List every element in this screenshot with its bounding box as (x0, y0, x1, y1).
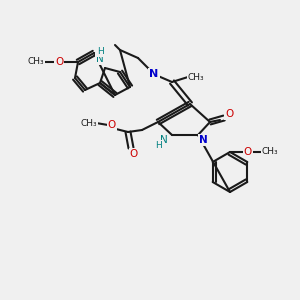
Text: O: O (225, 109, 233, 119)
Text: O: O (55, 57, 63, 67)
Text: O: O (108, 120, 116, 130)
Text: CH₃: CH₃ (188, 73, 204, 82)
Text: CH₃: CH₃ (81, 118, 97, 127)
Text: N: N (160, 135, 168, 145)
Text: H: H (97, 47, 104, 56)
Text: CH₃: CH₃ (262, 148, 278, 157)
Text: N: N (199, 135, 207, 145)
Text: N: N (149, 69, 159, 79)
Text: O: O (130, 149, 138, 159)
Text: O: O (244, 147, 252, 157)
Text: H: H (154, 140, 161, 149)
Text: N: N (96, 54, 104, 64)
Text: CH₃: CH₃ (28, 58, 44, 67)
